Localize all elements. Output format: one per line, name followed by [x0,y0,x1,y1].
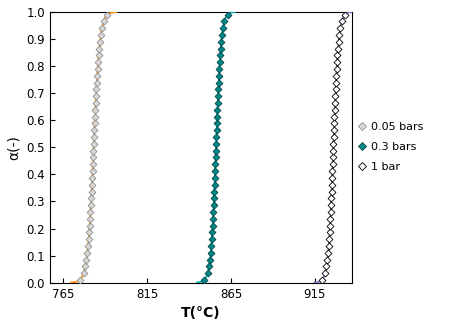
Y-axis label: α(-): α(-) [7,135,21,160]
X-axis label: T(°C): T(°C) [181,306,221,320]
Legend: 0.05 bars, 0.3 bars, 1 bar: 0.05 bars, 0.3 bars, 1 bar [357,122,423,172]
